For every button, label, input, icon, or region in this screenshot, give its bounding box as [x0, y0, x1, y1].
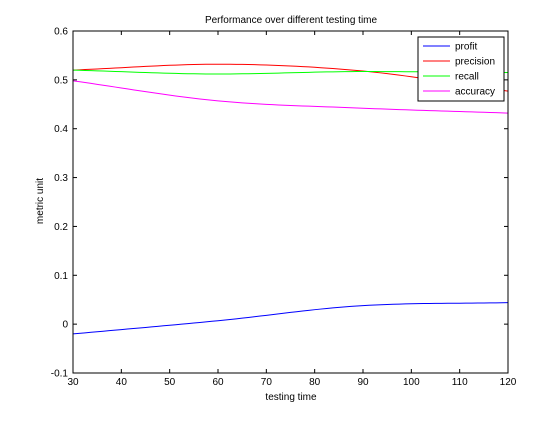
x-tick-label: 100: [403, 377, 420, 388]
y-axis-label: metric unit: [35, 178, 46, 224]
y-tick-label: 0.1: [54, 271, 68, 282]
x-tick-label: 120: [500, 377, 517, 388]
x-tick-label: 70: [261, 377, 273, 388]
legend-label-recall: recall: [455, 72, 479, 83]
y-tick-label: 0.5: [54, 75, 68, 86]
series-line-accuracy: [72, 80, 509, 114]
y-tick-label: 0: [62, 320, 68, 331]
series-line-profit: [72, 302, 509, 335]
x-tick-label: 60: [212, 377, 224, 388]
y-tick-label: 0.2: [54, 222, 68, 233]
legend: profit precision recall accuracy: [417, 36, 505, 102]
x-tick-label: 80: [309, 377, 321, 388]
y-tick-label: -0.1: [51, 369, 69, 380]
x-tick-label: 30: [67, 377, 79, 388]
chart-title: Performance over different testing time: [205, 15, 378, 26]
axes-layer: 30 40 50 60 70 80 90 100 110 120 -0.1 0 0.1 0.2 0.3 0.4…: [51, 27, 517, 389]
legend-box: [417, 36, 505, 102]
x-axis-label: testing time: [265, 392, 317, 403]
x-tick-label: 50: [164, 377, 176, 388]
y-tick-label: 0.4: [54, 124, 68, 135]
plot-frame: [72, 30, 509, 374]
x-tick-label: 40: [116, 377, 128, 388]
y-tick-label: 0.6: [54, 27, 68, 38]
y-tick-label: 0.3: [54, 173, 68, 184]
legend-label-profit: profit: [455, 42, 477, 53]
x-tick-label: 90: [357, 377, 369, 388]
legend-label-precision: precision: [455, 57, 495, 68]
legend-label-accuracy: accuracy: [455, 87, 495, 98]
x-tick-label: 110: [452, 377, 468, 388]
